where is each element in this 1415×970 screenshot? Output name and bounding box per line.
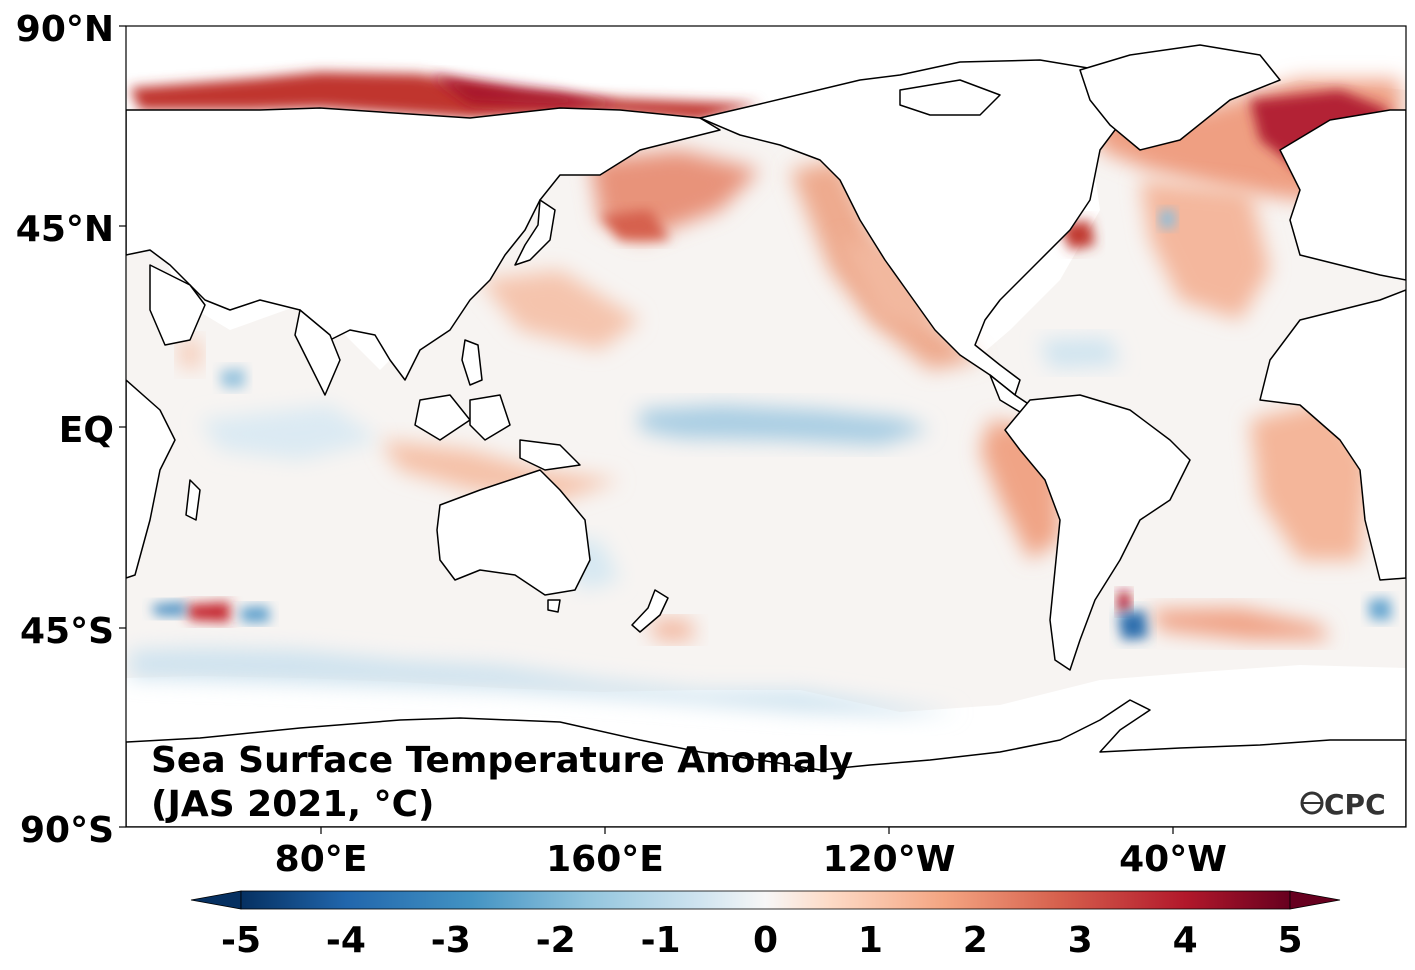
landmass-africa-west — [1259, 289, 1406, 581]
colorbar-tick-label: 4 — [1173, 920, 1198, 961]
landmass-antarctica — [126, 699, 1406, 827]
landmass-north-america — [699, 59, 1131, 396]
colorbar-tick-label: -3 — [431, 920, 471, 961]
landmass-new-zealand — [631, 589, 669, 633]
landmass-south-america — [1004, 394, 1191, 671]
landmass-india — [294, 309, 341, 396]
colorbar-tick-label: 5 — [1277, 920, 1302, 961]
cpc-logo: CPC — [1300, 788, 1386, 821]
colorbar-tick-label: -2 — [536, 920, 576, 961]
lon-labels: 80°E 160°E 120°W 40°W — [275, 839, 1227, 880]
cpc-logo-text: CPC — [1324, 788, 1386, 821]
landmass-europe — [1279, 109, 1406, 281]
landmass-japan — [514, 199, 556, 266]
landmass-arctic-islands — [899, 79, 1001, 116]
lat-label-45s: 45°S — [20, 611, 114, 652]
map-title: Sea Surface Temperature Anomaly (JAS 202… — [151, 740, 853, 825]
landmass-tasmania — [547, 599, 561, 613]
colorbar-tick-label: 3 — [1068, 920, 1093, 961]
landmass-philippines — [461, 339, 483, 386]
map-panel — [126, 26, 1406, 827]
colorbar-extend-min — [190, 890, 242, 910]
landmass-asia — [126, 107, 721, 381]
lat-label-eq: EQ — [59, 410, 114, 451]
colorbar-tick-label: 1 — [858, 920, 883, 961]
colorbar-tick-label: 0 — [753, 920, 778, 961]
landmass-arabia — [149, 264, 206, 346]
lon-ticks — [320, 827, 1174, 834]
lat-labels: 90°N 45°N EQ 45°S 90°S — [16, 9, 114, 851]
map-title-line2: (JAS 2021, °C) — [151, 784, 434, 825]
cpc-logo-globe-icon — [1300, 791, 1324, 815]
landmass-australia — [436, 469, 591, 596]
colorbar-tick-label: 2 — [963, 920, 988, 961]
lat-label-45n: 45°N — [16, 209, 114, 250]
lat-label-90s: 90°S — [20, 810, 114, 851]
cool-anomalies — [130, 210, 1392, 715]
lon-label-120w: 120°W — [823, 839, 956, 880]
colorbar-tick-label: -4 — [326, 920, 366, 961]
landmass-new-guinea — [519, 439, 581, 471]
colorbar: -5 -4 -3 -2 -1 0 1 2 3 4 5 — [190, 890, 1341, 961]
landmass-madagascar — [185, 479, 201, 521]
colorbar-tick-labels: -5 -4 -3 -2 -1 0 1 2 3 4 5 — [221, 920, 1303, 961]
lat-label-90n: 90°N — [16, 9, 114, 50]
landmass-africa-east — [126, 379, 176, 579]
landmass-greenland — [1079, 44, 1281, 151]
landmass-maritime-continent — [414, 394, 471, 441]
colorbar-tick-label: -1 — [641, 920, 681, 961]
landmass-borneo — [469, 394, 511, 441]
colorbar-gradient — [240, 890, 1291, 910]
lon-label-40w: 40°W — [1119, 839, 1227, 880]
lon-label-80e: 80°E — [275, 839, 368, 880]
landmasses — [126, 44, 1406, 827]
colorbar-extend-max — [1289, 890, 1341, 910]
map-title-line1: Sea Surface Temperature Anomaly — [151, 740, 853, 781]
colorbar-tick-label: -5 — [221, 920, 261, 961]
lon-label-160e: 160°E — [546, 839, 664, 880]
lat-ticks — [119, 25, 126, 828]
